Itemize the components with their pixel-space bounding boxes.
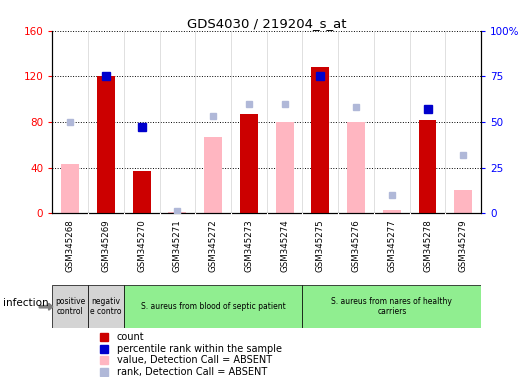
Bar [133,171,151,213]
Bar [383,210,401,213]
Bar [302,285,481,328]
Bar [88,285,124,328]
Bar [418,120,437,213]
Text: S. aureus from nares of healthy
carriers: S. aureus from nares of healthy carriers [332,297,452,316]
Text: GSM345271: GSM345271 [173,219,182,271]
Text: GSM345275: GSM345275 [316,219,325,271]
Text: infection: infection [3,298,48,308]
Text: negativ
e contro: negativ e contro [90,297,122,316]
Bar [204,137,222,213]
Bar [276,122,293,213]
Text: positive
control: positive control [55,297,85,316]
Text: GSM345269: GSM345269 [101,219,110,271]
Text: GSM345277: GSM345277 [388,219,396,271]
Text: rank, Detection Call = ABSENT: rank, Detection Call = ABSENT [117,367,267,377]
Text: GSM345279: GSM345279 [459,219,468,271]
Text: percentile rank within the sample: percentile rank within the sample [117,344,281,354]
Bar [454,190,472,213]
Text: GSM345270: GSM345270 [137,219,146,271]
Text: GSM345274: GSM345274 [280,219,289,271]
Text: GSM345272: GSM345272 [209,219,218,271]
Text: count: count [117,332,144,342]
Bar [97,76,115,213]
Bar [168,212,186,213]
Bar [124,285,302,328]
Text: GSM345276: GSM345276 [351,219,360,271]
Text: value, Detection Call = ABSENT: value, Detection Call = ABSENT [117,356,272,366]
Text: GSM345278: GSM345278 [423,219,432,271]
Bar [311,67,329,213]
Bar [240,114,258,213]
Bar [52,285,88,328]
Text: S. aureus from blood of septic patient: S. aureus from blood of septic patient [141,302,286,311]
Bar [347,122,365,213]
Title: GDS4030 / 219204_s_at: GDS4030 / 219204_s_at [187,17,346,30]
Text: GSM345268: GSM345268 [66,219,75,271]
Bar [61,164,79,213]
Text: GSM345273: GSM345273 [244,219,253,271]
